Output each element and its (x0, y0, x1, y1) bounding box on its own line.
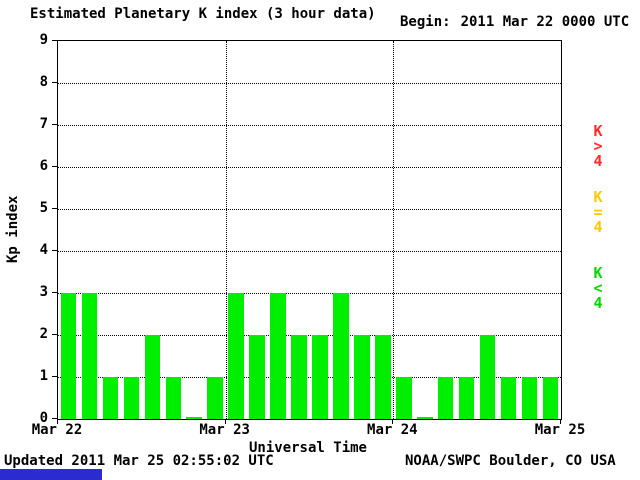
begin-datetime: Begin: 2011 Mar 22 0000 UTC (400, 14, 629, 30)
kp-bar (186, 417, 202, 419)
y-tick-mark (52, 208, 57, 209)
begin-label: Begin: (400, 14, 451, 30)
kp-bar (207, 377, 223, 419)
legend-char: 4 (593, 218, 603, 236)
x-axis-title: Universal Time (248, 440, 367, 456)
y-tick-mark (52, 376, 57, 377)
legend-char: K (593, 264, 603, 282)
y-tick-label: 2 (39, 326, 48, 342)
credit-text: NOAA/SWPC Boulder, CO USA (405, 453, 616, 469)
x-tick-label: Mar 23 (199, 422, 250, 438)
gridline-horizontal (58, 167, 561, 168)
kp-bar (437, 377, 454, 419)
kp-bar (144, 335, 161, 419)
legend-char: 4 (593, 152, 603, 170)
gridline-horizontal (58, 83, 561, 84)
y-tick-mark (52, 292, 57, 293)
legend-char: < (593, 279, 603, 297)
kp-bar (312, 335, 328, 419)
legend-char: K (593, 122, 603, 140)
kp-bar (228, 293, 244, 419)
kp-bar (165, 377, 182, 419)
gridline-vertical (393, 41, 395, 419)
plot-area (57, 40, 562, 420)
kp-bar (417, 417, 433, 419)
y-tick-mark (52, 82, 57, 83)
begin-value: 2011 Mar 22 0000 UTC (460, 14, 630, 30)
x-tick-mark (392, 420, 394, 424)
y-tick-label: 5 (39, 200, 48, 216)
y-tick-label: 9 (39, 32, 48, 48)
x-tick-mark (560, 420, 561, 424)
legend-char: K (593, 188, 603, 206)
y-tick-label: 6 (39, 158, 48, 174)
gridline-horizontal (58, 377, 561, 378)
bottom-blue-strip (0, 469, 102, 480)
gridline-horizontal (58, 335, 561, 336)
kp-bar (249, 335, 265, 419)
kp-bar (542, 377, 559, 419)
y-axis-title: Kp index (5, 195, 21, 263)
y-tick-label: 3 (39, 284, 48, 300)
kp-bar (375, 335, 391, 419)
legend-char: = (593, 203, 603, 221)
x-tick-mark (57, 420, 58, 424)
kp-bar (500, 377, 517, 419)
y-tick-label: 8 (39, 74, 48, 90)
legend-item: K = 4 (589, 190, 607, 235)
kp-bar (354, 335, 370, 419)
gridline-vertical (225, 41, 227, 419)
x-tick-label: Mar 24 (367, 422, 418, 438)
x-tick-label: Mar 25 (534, 422, 586, 438)
gridline-horizontal (58, 251, 561, 252)
gridline-horizontal (58, 125, 561, 126)
y-tick-label: 4 (39, 242, 48, 258)
kp-bar (102, 377, 119, 419)
legend-item: K >4 (589, 124, 607, 169)
kp-bar (333, 293, 349, 419)
y-tick-label: 1 (39, 368, 48, 384)
kp-bar (291, 335, 307, 419)
kp-bar (479, 335, 496, 419)
kp-bar (270, 293, 286, 419)
y-tick-mark (52, 124, 57, 125)
y-tick-mark (52, 166, 57, 167)
kp-bar (60, 293, 77, 419)
y-tick-label: 7 (39, 116, 48, 132)
gridline-horizontal (58, 293, 561, 294)
kp-bar (396, 377, 412, 419)
gridline-horizontal (58, 209, 561, 210)
kp-bar (521, 377, 538, 419)
updated-text: Updated 2011 Mar 25 02:55:02 UTC (4, 453, 274, 469)
kp-bar (458, 377, 475, 419)
y-tick-mark (52, 418, 57, 419)
y-tick-mark (52, 334, 57, 335)
legend-item: K <4 (589, 266, 607, 311)
x-tick-label: Mar 22 (31, 422, 83, 438)
legend-char: > (593, 137, 603, 155)
legend-char: 4 (593, 294, 603, 312)
x-tick-mark (224, 420, 226, 424)
chart-title: Estimated Planetary K index (3 hour data… (30, 6, 376, 22)
kp-bar (123, 377, 140, 419)
y-tick-mark (52, 40, 57, 41)
y-tick-label: 0 (39, 410, 48, 426)
y-tick-mark (52, 250, 57, 251)
kp-bar (81, 293, 98, 419)
